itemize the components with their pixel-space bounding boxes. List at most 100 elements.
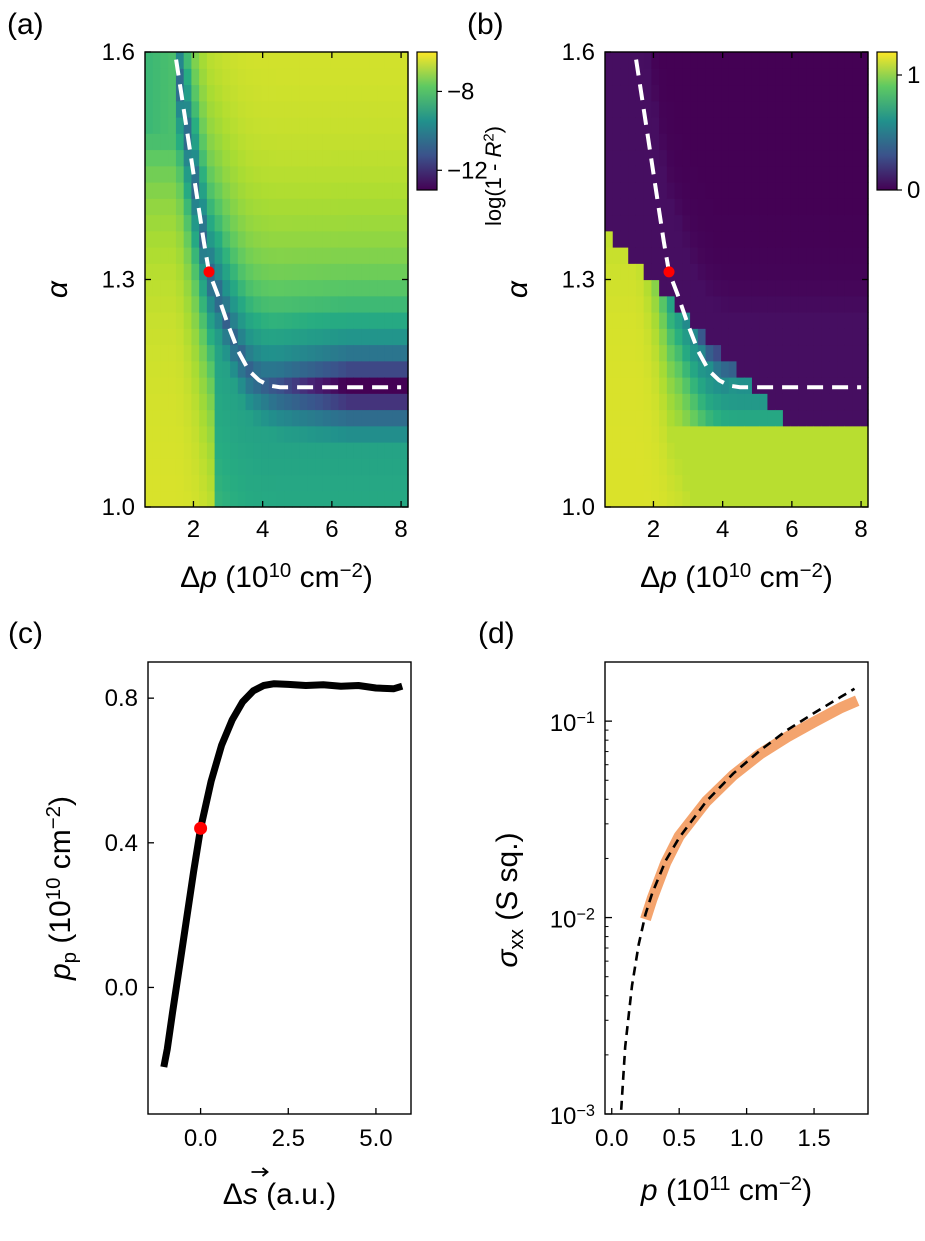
- heatmap-cell: [767, 84, 776, 102]
- heatmap-cell: [860, 263, 869, 281]
- heatmap-cell: [346, 182, 355, 199]
- heatmap-cell: [191, 198, 200, 216]
- heatmap-cell: [751, 117, 761, 134]
- heatmap-cell: [261, 490, 270, 508]
- heatmap-cell: [798, 474, 807, 492]
- heatmap-cell: [860, 442, 869, 459]
- heatmap-cell: [160, 393, 169, 411]
- heatmap-cell: [751, 100, 761, 118]
- heatmap-cell: [261, 133, 270, 151]
- heatmap-cell: [291, 458, 301, 476]
- heatmap-cell: [261, 230, 270, 248]
- heatmap-cell: [230, 198, 239, 216]
- heatmap-cell: [183, 214, 193, 232]
- heatmap-cell: [744, 409, 753, 427]
- heatmap-cell: [261, 117, 270, 134]
- heatmap-cell: [299, 198, 309, 216]
- heatmap-cell: [291, 149, 301, 167]
- heatmap-cell: [284, 393, 293, 411]
- heatmap-cell: [659, 68, 668, 86]
- heatmap-cell: [160, 133, 169, 151]
- heatmap-cell: [145, 263, 154, 281]
- panel-c: 0.0 2.5 5.00.00.40.8Δs (a.u.)pp (1010 cm−2…: [8, 617, 412, 1211]
- colorbar: [416, 51, 438, 191]
- heatmap-cell: [852, 263, 861, 281]
- heatmap-cell: [261, 100, 270, 118]
- heatmap-cell: [284, 360, 293, 378]
- heatmap-cell: [230, 165, 239, 183]
- heatmap-cell: [628, 360, 637, 378]
- heatmap-cell: [222, 117, 231, 134]
- heatmap-cell: [160, 149, 169, 167]
- heatmap-cell: [299, 490, 309, 508]
- heatmap-cell: [759, 279, 769, 297]
- heatmap-cell: [361, 214, 370, 232]
- heatmap-cell: [369, 100, 378, 118]
- heatmap-cell: [230, 279, 239, 297]
- heatmap-cell: [635, 474, 645, 492]
- heatmap-cell: [145, 474, 154, 492]
- heatmap-cell: [829, 344, 838, 362]
- heatmap-cell: [400, 442, 409, 459]
- heatmap-cell: [353, 230, 363, 248]
- heatmap-cell: [790, 474, 799, 492]
- heatmap-cell: [860, 247, 869, 264]
- heatmap-cell: [369, 117, 378, 134]
- heatmap-cell: [377, 328, 386, 346]
- heatmap-cell: [860, 344, 869, 362]
- heatmap-cell: [643, 458, 653, 476]
- heatmap-cell: [152, 84, 162, 102]
- heatmap-cell: [191, 425, 200, 443]
- heatmap-cell: [253, 133, 262, 151]
- heatmap-cell: [392, 133, 401, 151]
- heatmap-cell: [206, 117, 216, 134]
- heatmap-cell: [682, 393, 691, 411]
- heatmap-cell: [744, 84, 753, 102]
- heatmap-cell: [307, 409, 316, 427]
- heatmap-cell: [844, 68, 854, 86]
- heatmap-cell: [307, 360, 316, 378]
- heatmap-cell: [829, 442, 838, 459]
- heatmap-cell: [697, 490, 707, 508]
- heatmap-cell: [782, 312, 792, 329]
- heatmap-cell: [261, 68, 270, 86]
- heatmap-cell: [837, 295, 846, 313]
- heatmap-cell: [751, 360, 761, 378]
- heatmap-cell: [369, 133, 378, 151]
- heatmap-cell: [690, 84, 699, 102]
- heatmap-cell: [191, 344, 200, 362]
- heatmap-cell: [322, 198, 332, 216]
- heatmap-cell: [168, 198, 177, 216]
- heatmap-cell: [276, 100, 285, 118]
- heatmap-cell: [744, 117, 753, 134]
- heatmap-cell: [145, 182, 154, 199]
- heatmap-cell: [276, 425, 285, 443]
- heatmap-cell: [206, 133, 216, 151]
- heatmap-cell: [736, 474, 745, 492]
- heatmap-cell: [330, 360, 339, 378]
- heatmap-cell: [721, 117, 730, 134]
- heatmap-cell: [400, 247, 409, 264]
- heatmap-cell: [643, 442, 653, 459]
- heatmap-cell: [775, 117, 784, 134]
- heatmap-cell: [775, 247, 784, 264]
- heatmap-cell: [152, 295, 162, 313]
- heatmap-cell: [713, 198, 722, 216]
- heatmap-cell: [284, 474, 293, 492]
- heatmap-cell: [237, 84, 247, 102]
- heatmap-cell: [291, 442, 301, 459]
- heatmap-cell: [829, 84, 838, 102]
- heatmap-cell: [844, 165, 854, 183]
- heatmap-cell: [659, 198, 668, 216]
- heatmap-cell: [346, 279, 355, 297]
- heatmap-cell: [666, 182, 676, 199]
- heatmap-cell: [175, 490, 185, 508]
- heatmap-cell: [813, 182, 823, 199]
- heatmap-cell: [284, 328, 293, 346]
- heatmap-cell: [728, 393, 738, 411]
- heatmap-cell: [782, 52, 792, 69]
- heatmap-cell: [759, 100, 769, 118]
- heatmap-cell: [253, 409, 262, 427]
- heatmap-cell: [775, 263, 784, 281]
